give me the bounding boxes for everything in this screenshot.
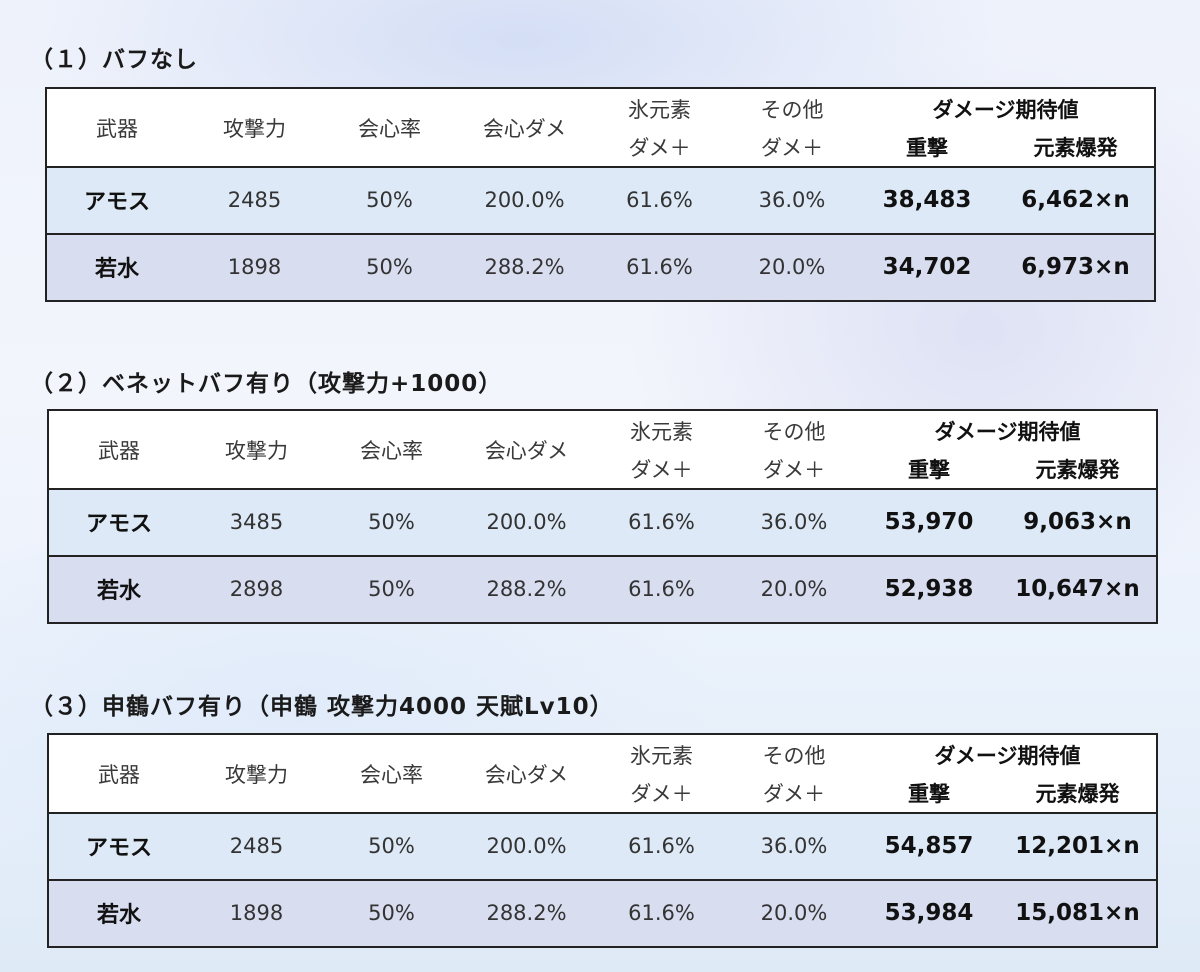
weapon-name: 若水 <box>49 878 189 946</box>
header-other-dmg-bottom: ダメ＋ <box>762 458 826 482</box>
header-expected-damage: ダメージ期待値 <box>934 419 1081 444</box>
crit-rate-value: 50% <box>324 812 459 880</box>
header-cryo-dmg-bottom: ダメ＋ <box>628 136 691 160</box>
crit-dmg-value: 288.2% <box>459 554 594 622</box>
other-dmg-value: 20.0% <box>727 232 857 300</box>
header-cryo-dmg-bottom: ダメ＋ <box>630 458 693 482</box>
damage-table-1: 武器 攻撃力 会心率 会心ダメ 氷元素 その他 ダメージ期待値 ダメ＋ ダメ＋ … <box>45 87 1156 302</box>
crit-dmg-value: 200.0% <box>459 488 594 556</box>
header-atk: 攻撃力 <box>225 762 288 787</box>
header-crit-dmg: 会心ダメ <box>484 762 569 787</box>
section-title-1: （１）バフなし <box>30 47 198 73</box>
weapon-name: 若水 <box>49 554 189 622</box>
crit-rate-value: 50% <box>322 166 457 234</box>
cryo-dmg-value: 61.6% <box>592 232 727 300</box>
header-atk: 攻撃力 <box>225 438 288 463</box>
burst-damage-value: 6,973×n <box>997 232 1155 300</box>
crit-rate-value: 50% <box>322 232 457 300</box>
table-row: 若水 1898 50% 288.2% 61.6% 20.0% 34,702 6,… <box>47 232 1155 300</box>
section-title-2: （２）ベネットバフ有り（攻撃力+1000） <box>30 371 503 397</box>
charged-damage-value: 54,857 <box>859 812 999 880</box>
header-cryo-dmg-top: 氷元素 <box>630 419 693 444</box>
cryo-dmg-value: 61.6% <box>592 166 727 234</box>
atk-value: 2485 <box>187 166 322 234</box>
damage-table-2: 武器 攻撃力 会心率 会心ダメ 氷元素 その他 ダメージ期待値 ダメ＋ ダメ＋ … <box>47 409 1158 624</box>
burst-damage-value: 12,201×n <box>999 812 1157 880</box>
damage-table-3: 武器 攻撃力 会心率 会心ダメ 氷元素 その他 ダメージ期待値 ダメ＋ ダメ＋ … <box>47 733 1158 948</box>
weapon-name: アモス <box>47 166 187 234</box>
charged-damage-value: 53,970 <box>859 488 999 556</box>
atk-value: 2485 <box>189 812 324 880</box>
weapon-name: 若水 <box>47 232 187 300</box>
header-crit-rate: 会心率 <box>360 762 423 787</box>
other-dmg-value: 36.0% <box>729 488 859 556</box>
header-elemental-burst: 元素爆発 <box>1033 136 1118 160</box>
header-atk: 攻撃力 <box>223 116 286 141</box>
crit-dmg-value: 288.2% <box>459 878 594 946</box>
header-crit-rate: 会心率 <box>360 438 423 463</box>
header-charged-attack: 重撃 <box>908 458 950 482</box>
header-other-dmg-top: その他 <box>762 743 826 768</box>
other-dmg-value: 36.0% <box>729 812 859 880</box>
other-dmg-value: 20.0% <box>729 554 859 622</box>
header-other-dmg-bottom: ダメ＋ <box>762 782 826 806</box>
header-other-dmg-top: その他 <box>762 419 826 444</box>
burst-damage-value: 15,081×n <box>999 878 1157 946</box>
table-row: アモス 2485 50% 200.0% 61.6% 36.0% 38,483 6… <box>47 166 1155 234</box>
charged-damage-value: 34,702 <box>857 232 997 300</box>
header-cryo-dmg-top: 氷元素 <box>628 97 691 122</box>
header-cryo-dmg-bottom: ダメ＋ <box>630 782 693 806</box>
atk-value: 2898 <box>189 554 324 622</box>
header-weapon: 武器 <box>98 438 140 463</box>
burst-damage-value: 6,462×n <box>997 166 1155 234</box>
header-cryo-dmg-top: 氷元素 <box>630 743 693 768</box>
header-other-dmg-bottom: ダメ＋ <box>760 136 824 160</box>
weapon-name: アモス <box>49 488 189 556</box>
crit-dmg-value: 200.0% <box>457 166 592 234</box>
charged-damage-value: 53,984 <box>859 878 999 946</box>
weapon-name: アモス <box>49 812 189 880</box>
header-charged-attack: 重撃 <box>908 782 950 806</box>
charged-damage-value: 52,938 <box>859 554 999 622</box>
crit-rate-value: 50% <box>324 488 459 556</box>
other-dmg-value: 20.0% <box>729 878 859 946</box>
cryo-dmg-value: 61.6% <box>594 878 729 946</box>
header-crit-dmg: 会心ダメ <box>482 116 567 141</box>
header-elemental-burst: 元素爆発 <box>1035 782 1120 806</box>
crit-dmg-value: 200.0% <box>459 812 594 880</box>
header-weapon: 武器 <box>96 116 138 141</box>
atk-value: 1898 <box>187 232 322 300</box>
crit-rate-value: 50% <box>324 878 459 946</box>
header-elemental-burst: 元素爆発 <box>1035 458 1120 482</box>
table-row: アモス 3485 50% 200.0% 61.6% 36.0% 53,970 9… <box>49 488 1157 556</box>
crit-rate-value: 50% <box>324 554 459 622</box>
header-weapon: 武器 <box>98 762 140 787</box>
table-row: アモス 2485 50% 200.0% 61.6% 36.0% 54,857 1… <box>49 812 1157 880</box>
other-dmg-value: 36.0% <box>727 166 857 234</box>
header-expected-damage: ダメージ期待値 <box>934 743 1081 768</box>
header-crit-dmg: 会心ダメ <box>484 438 569 463</box>
header-other-dmg-top: その他 <box>760 97 824 122</box>
header-expected-damage: ダメージ期待値 <box>932 97 1079 122</box>
section-title-3: （３）申鶴バフ有り（申鶴 攻撃力4000 天賦Lv10） <box>30 694 614 720</box>
burst-damage-value: 10,647×n <box>999 554 1157 622</box>
table-row: 若水 2898 50% 288.2% 61.6% 20.0% 52,938 10… <box>49 554 1157 622</box>
header-charged-attack: 重撃 <box>906 136 948 160</box>
cryo-dmg-value: 61.6% <box>594 554 729 622</box>
cryo-dmg-value: 61.6% <box>594 812 729 880</box>
header-crit-rate: 会心率 <box>358 116 421 141</box>
cryo-dmg-value: 61.6% <box>594 488 729 556</box>
atk-value: 1898 <box>189 878 324 946</box>
atk-value: 3485 <box>189 488 324 556</box>
charged-damage-value: 38,483 <box>857 166 997 234</box>
table-row: 若水 1898 50% 288.2% 61.6% 20.0% 53,984 15… <box>49 878 1157 946</box>
burst-damage-value: 9,063×n <box>999 488 1157 556</box>
crit-dmg-value: 288.2% <box>457 232 592 300</box>
